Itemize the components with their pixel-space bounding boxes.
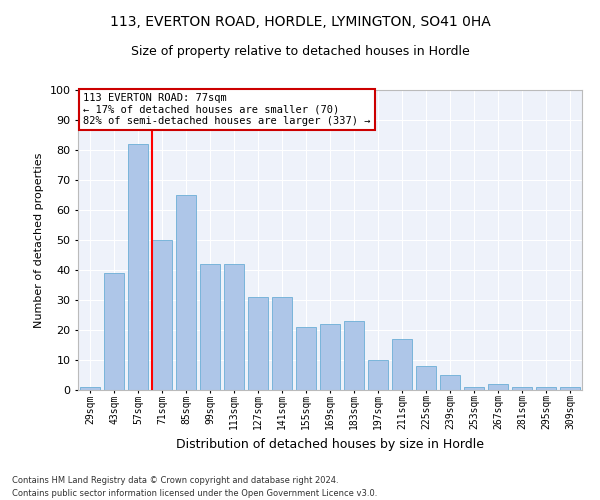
Text: Contains HM Land Registry data © Crown copyright and database right 2024.: Contains HM Land Registry data © Crown c… [12,476,338,485]
Y-axis label: Number of detached properties: Number of detached properties [34,152,44,328]
Bar [344,321,364,390]
Bar [200,264,220,390]
Bar [176,195,196,390]
Bar [80,387,100,390]
Bar [104,273,124,390]
Bar [152,240,172,390]
Bar [392,339,412,390]
Bar [440,375,460,390]
Text: 113, EVERTON ROAD, HORDLE, LYMINGTON, SO41 0HA: 113, EVERTON ROAD, HORDLE, LYMINGTON, SO… [110,15,490,29]
Bar [488,384,508,390]
Bar [416,366,436,390]
Bar [512,387,532,390]
Bar [224,264,244,390]
Bar [296,327,316,390]
Text: Size of property relative to detached houses in Hordle: Size of property relative to detached ho… [131,45,469,58]
Text: Contains public sector information licensed under the Open Government Licence v3: Contains public sector information licen… [12,488,377,498]
Bar [128,144,148,390]
Bar [320,324,340,390]
Bar [368,360,388,390]
Bar [272,297,292,390]
X-axis label: Distribution of detached houses by size in Hordle: Distribution of detached houses by size … [176,438,484,451]
Text: 113 EVERTON ROAD: 77sqm
← 17% of detached houses are smaller (70)
82% of semi-de: 113 EVERTON ROAD: 77sqm ← 17% of detache… [83,93,371,126]
Bar [464,387,484,390]
Bar [560,387,580,390]
Bar [536,387,556,390]
Bar [248,297,268,390]
